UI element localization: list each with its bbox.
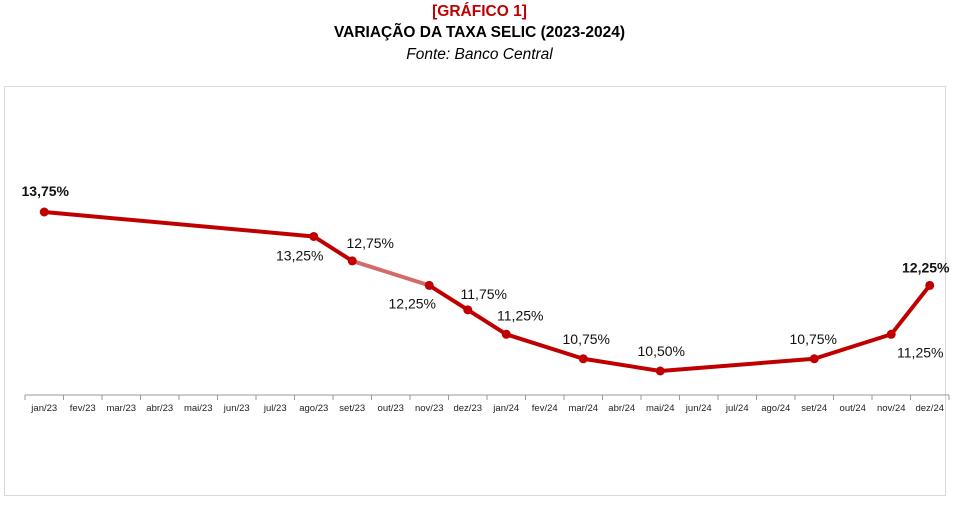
data-label: 10,75% — [563, 331, 610, 347]
data-point — [39, 207, 49, 217]
x-axis-tick-label: dez/24 — [915, 403, 944, 414]
data-point — [347, 256, 357, 266]
series-line-segment — [889, 283, 932, 337]
x-axis-tick-label: ago/23 — [299, 403, 328, 414]
series-line-segment — [465, 307, 509, 337]
data-label: 13,25% — [276, 247, 323, 263]
data-point — [463, 305, 473, 315]
data-label: 10,75% — [790, 331, 837, 347]
x-axis-tick-label: abr/24 — [608, 403, 635, 414]
data-point — [886, 329, 896, 339]
series-line-segment — [504, 332, 586, 361]
data-point — [925, 280, 935, 290]
x-axis-tick-label: ago/24 — [761, 403, 790, 414]
x-axis-tick-label: mar/23 — [106, 403, 136, 414]
x-axis-tick-label: abr/23 — [146, 403, 173, 414]
x-axis-tick-label: jul/24 — [725, 403, 749, 414]
x-axis-tick-label: jul/23 — [263, 403, 287, 414]
series-line-segment — [581, 356, 663, 373]
series-line-segment — [812, 332, 894, 361]
series-line-segment — [350, 258, 432, 288]
x-axis-tick-label: jun/24 — [685, 403, 712, 414]
series-line-segment — [658, 356, 817, 373]
data-label: 11,75% — [461, 286, 507, 302]
chart-frame — [4, 86, 946, 496]
data-point — [424, 280, 434, 290]
x-axis-tick-label: out/23 — [378, 403, 404, 414]
chart-title: VARIAÇÃO DA TAXA SELIC (2023-2024) — [333, 24, 626, 41]
x-axis-tick-label: out/24 — [840, 403, 866, 414]
chart-tag: [GRÁFICO 1] — [432, 3, 527, 20]
x-axis-tick-label: fev/23 — [70, 403, 96, 414]
data-label: 12,25% — [389, 295, 436, 311]
data-point — [501, 329, 511, 339]
x-axis-tick-label: nov/23 — [415, 403, 444, 414]
x-axis-tick-label: jan/24 — [492, 403, 519, 414]
series-line-segment — [427, 283, 470, 312]
data-label: 13,75% — [22, 183, 70, 199]
data-label: 11,25% — [897, 344, 943, 360]
x-axis-tick-label: set/24 — [801, 403, 827, 414]
data-label: 10,50% — [638, 343, 685, 359]
series-line-segment — [311, 234, 355, 263]
chart-source: Fonte: Banco Central — [406, 46, 553, 63]
data-label: 12,25% — [902, 259, 950, 275]
x-axis-tick-label: dez/23 — [453, 403, 482, 414]
data-label: 12,75% — [347, 235, 394, 251]
x-axis-tick-label: mai/23 — [184, 403, 213, 414]
data-point — [309, 231, 319, 241]
x-axis-tick-label: mar/24 — [568, 403, 598, 414]
x-axis-tick-label: jan/23 — [30, 403, 57, 414]
x-axis-tick-label: jun/23 — [223, 403, 250, 414]
data-point — [578, 354, 588, 364]
x-axis-tick-label: mai/24 — [646, 403, 675, 414]
data-point — [809, 354, 819, 364]
data-label: 11,25% — [497, 307, 543, 323]
data-point — [655, 366, 665, 376]
x-axis-tick-label: set/23 — [339, 403, 365, 414]
x-axis-tick-label: nov/24 — [877, 403, 906, 414]
series-line-segment — [42, 210, 316, 239]
x-axis-tick-label: fev/24 — [532, 403, 558, 414]
